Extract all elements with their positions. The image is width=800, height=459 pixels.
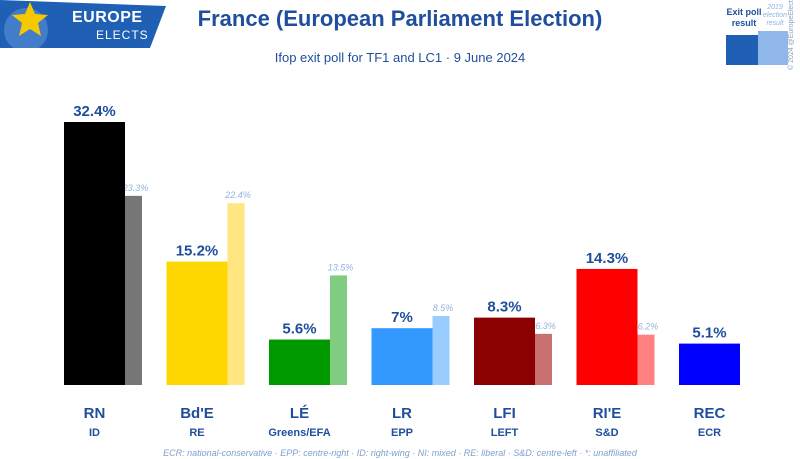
- bar-2019-5: [637, 334, 655, 385]
- group-label-2: Greens/EFA: [268, 427, 330, 439]
- party-label-5: RI'E: [593, 405, 622, 422]
- bar-2019-3: [432, 316, 450, 385]
- bar-2019-1: [227, 203, 245, 385]
- party-label-3: LR: [392, 405, 412, 422]
- group-label-6: ECR: [698, 427, 721, 439]
- star-icon: [12, 2, 48, 36]
- bar-2019-label-4: 6.3%: [535, 321, 556, 331]
- party-label-1: Bd'E: [180, 405, 214, 422]
- bar-2019-2: [330, 275, 347, 385]
- party-label-2: LÉ: [290, 405, 309, 422]
- bar-exit-poll-label-6: 5.1%: [692, 325, 726, 342]
- bar-2019-label-0: 23.3%: [122, 183, 149, 193]
- bar-exit-poll-label-0: 32.4%: [73, 103, 116, 120]
- group-label-0: ID: [89, 427, 100, 439]
- bar-exit-poll-label-4: 8.3%: [487, 299, 521, 316]
- bar-2019-label-3: 8.5%: [433, 303, 454, 313]
- bar-exit-poll-3: [371, 328, 433, 385]
- europe-elects-logo: [0, 0, 166, 48]
- bar-exit-poll-label-1: 15.2%: [176, 243, 219, 260]
- chart-title: France (European Parliament Election): [197, 6, 603, 31]
- bar-exit-poll-6: [679, 343, 740, 385]
- bar-exit-poll-4: [474, 317, 535, 385]
- bar-2019-label-1: 22.4%: [224, 190, 251, 200]
- logo-text-europe: EUROPE: [72, 9, 143, 26]
- bar-2019-0: [125, 195, 142, 385]
- bar-exit-poll-1: [166, 261, 228, 385]
- bar-exit-poll-label-5: 14.3%: [586, 250, 629, 267]
- legend-previous-election-label: 2019 election result: [762, 4, 788, 27]
- footnote: ECR: national-conservative · EPP: centre…: [163, 448, 637, 458]
- bar-exit-poll-label-3: 7%: [391, 309, 413, 326]
- bar-exit-poll-2: [269, 339, 330, 385]
- legend-previous-election-swatch: [758, 31, 788, 65]
- chart-subtitle: Ifop exit poll for TF1 and LC1 · 9 June …: [274, 50, 526, 65]
- group-label-4: LEFT: [491, 427, 519, 439]
- legend-exit-poll-label: Exit poll result: [726, 7, 762, 28]
- group-label-5: S&D: [595, 427, 618, 439]
- bar-2019-label-5: 6.2%: [638, 322, 659, 332]
- bar-2019-label-2: 13.5%: [328, 262, 354, 272]
- bar-exit-poll-0: [64, 122, 125, 385]
- group-label-3: EPP: [391, 427, 413, 439]
- bar-exit-poll-5: [576, 268, 638, 385]
- group-label-1: RE: [189, 427, 204, 439]
- party-label-6: REC: [694, 405, 726, 422]
- legend-exit-poll-swatch: [726, 35, 758, 65]
- bar-2019-4: [535, 333, 552, 385]
- party-label-0: RN: [84, 405, 106, 422]
- party-label-4: LFI: [493, 405, 516, 422]
- logo-text-elects: ELECTS: [96, 28, 149, 42]
- bar-exit-poll-label-2: 5.6%: [282, 321, 316, 338]
